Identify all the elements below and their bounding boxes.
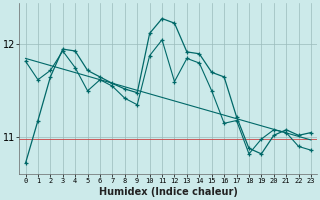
X-axis label: Humidex (Indice chaleur): Humidex (Indice chaleur) (99, 187, 238, 197)
